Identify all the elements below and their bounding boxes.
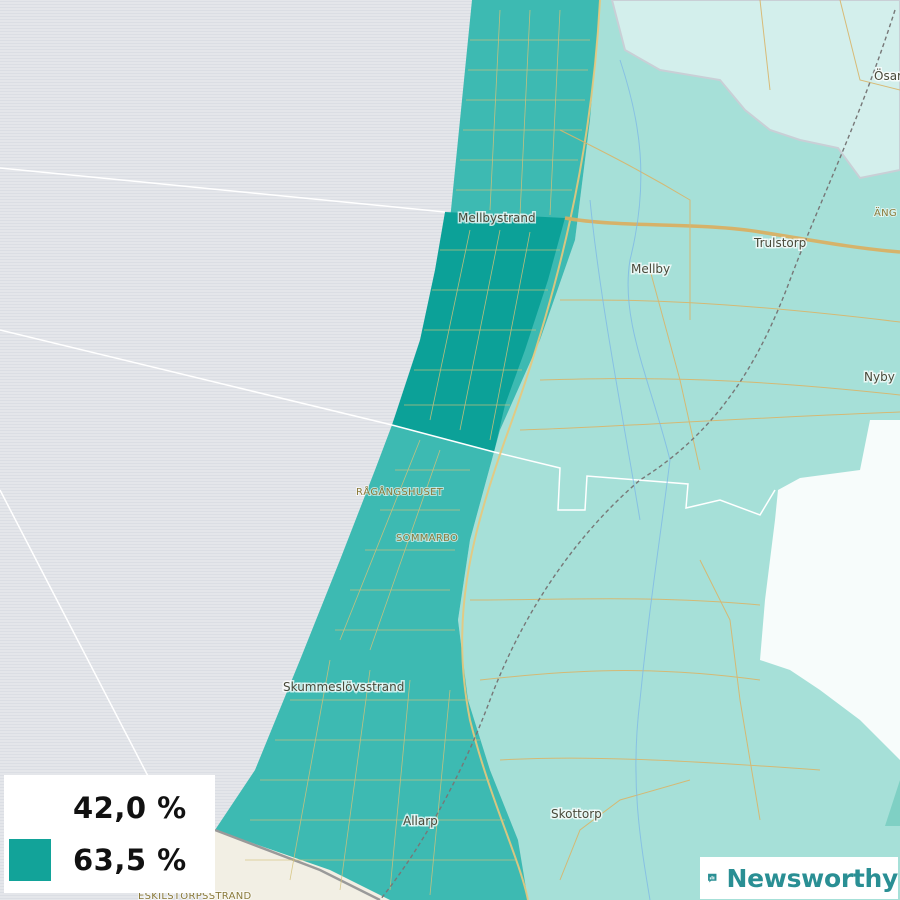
- legend-item: 42,0 %: [4, 785, 215, 831]
- brand-logo[interactable]: Newsworthy: [700, 857, 898, 899]
- place-label-allarp: Allarp: [403, 814, 438, 828]
- legend-item: 63,5 %: [4, 837, 215, 883]
- streams: [589, 59, 671, 900]
- place-label-skottorp: Skottorp: [551, 807, 602, 821]
- legend-label-low: 42,0 %: [73, 791, 187, 825]
- railway: [379, 9, 896, 900]
- street-grid: [245, 9, 590, 896]
- white-region: [760, 420, 900, 760]
- inland-region: [458, 0, 900, 900]
- legend-label-high: 63,5 %: [73, 843, 187, 877]
- place-label-eskilstorpsstrand: ESKILSTORPSSTRAND: [138, 891, 252, 900]
- highlight-region: [392, 212, 565, 452]
- legend-swatch-high: [9, 839, 51, 881]
- legend-swatch-low: [9, 787, 51, 829]
- roads: [461, 0, 900, 900]
- place-label-mellby: Mellby: [631, 262, 670, 276]
- brand-name: Newsworthy: [726, 863, 899, 893]
- place-label-sommarbo: SOMMARBO: [396, 533, 458, 544]
- legend: 42,0 % 63,5 %: [4, 775, 215, 893]
- place-label-ragangshuset: RÅGÅNGSHUSET: [356, 485, 444, 498]
- white-region-edge: [885, 780, 900, 826]
- place-label-mellbystrand: Mellbystrand: [458, 211, 536, 225]
- place-label-trulstorp: Trulstorp: [753, 236, 806, 250]
- place-label-osar: Ösar: [874, 67, 900, 83]
- place-label-nyby: Nyby: [864, 370, 895, 384]
- boundaries: [0, 167, 776, 900]
- place-label-ang: ÄNG: [874, 206, 897, 219]
- bar-chart-speech-icon: [708, 873, 717, 883]
- lake: [610, 0, 900, 180]
- place-label-skummeslovsstrand: Skummeslövsstrand: [283, 680, 404, 694]
